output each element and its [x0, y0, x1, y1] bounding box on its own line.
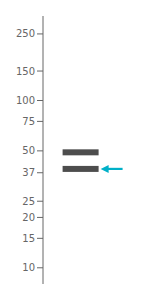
svg-text:37: 37: [22, 167, 35, 178]
svg-text:50: 50: [22, 145, 35, 156]
svg-text:10: 10: [22, 262, 35, 273]
svg-text:20: 20: [22, 212, 35, 223]
svg-text:150: 150: [16, 66, 35, 77]
svg-text:250: 250: [16, 28, 35, 39]
svg-text:75: 75: [22, 116, 35, 127]
svg-text:25: 25: [22, 196, 35, 207]
svg-text:100: 100: [16, 95, 35, 106]
svg-text:15: 15: [22, 233, 35, 244]
